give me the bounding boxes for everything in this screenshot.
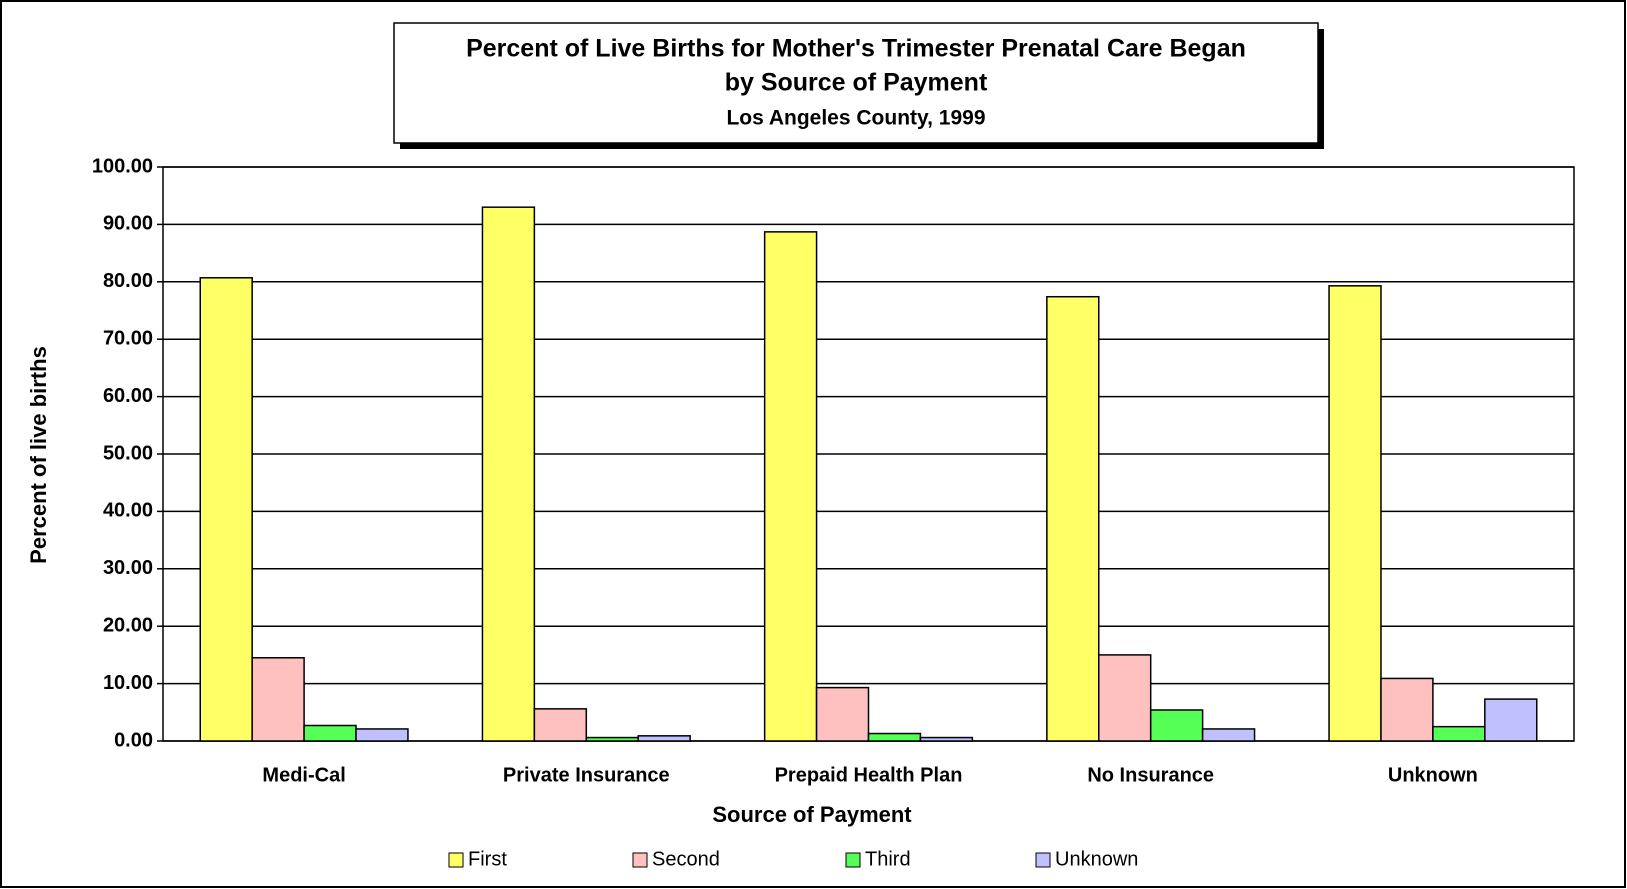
title-box — [393, 22, 1319, 144]
bar — [251, 657, 305, 742]
bar — [1328, 285, 1382, 742]
bar — [533, 708, 588, 742]
bar — [481, 206, 536, 742]
bar — [1201, 728, 1256, 742]
bar — [867, 732, 922, 742]
bar — [303, 724, 357, 742]
x-tick-label: Prepaid Health Plan — [775, 764, 963, 786]
bar — [919, 736, 974, 742]
legend-swatch — [845, 852, 861, 868]
chart-subtitle: Los Angeles County, 1999 — [726, 107, 985, 130]
bar — [199, 277, 253, 742]
y-tick-label: 100.00 — [92, 155, 153, 177]
bar — [355, 728, 409, 742]
legend-swatch — [632, 852, 648, 868]
x-tick-label: No Insurance — [1087, 764, 1214, 786]
x-tick-label: Private Insurance — [503, 764, 670, 786]
legend-label: Second — [652, 848, 720, 870]
y-tick-label: 90.00 — [103, 213, 153, 235]
bar — [637, 735, 691, 742]
bar — [1098, 654, 1152, 742]
legend-swatch — [1035, 852, 1051, 868]
y-tick-label: 40.00 — [103, 500, 153, 522]
bar — [1380, 677, 1434, 742]
y-tick-label: 0.00 — [114, 729, 153, 751]
y-tick-label: 80.00 — [103, 270, 153, 292]
y-tick-label: 50.00 — [103, 442, 153, 464]
legend-label: First — [468, 848, 507, 870]
y-tick-label: 70.00 — [103, 327, 153, 349]
x-tick-label: Unknown — [1388, 764, 1478, 786]
bar — [763, 231, 818, 742]
bar — [1432, 725, 1486, 742]
chart-subtitle: by Source of Payment — [725, 69, 988, 97]
bar — [1484, 698, 1538, 742]
bar — [815, 686, 870, 742]
bar — [1149, 709, 1204, 742]
legend-swatch — [448, 852, 464, 868]
y-tick-label: 20.00 — [103, 614, 153, 636]
bar — [1046, 295, 1100, 742]
x-axis-title: Source of Payment — [712, 802, 912, 827]
bar — [585, 736, 639, 742]
legend-label: Unknown — [1055, 848, 1138, 870]
y-tick-label: 10.00 — [103, 672, 153, 694]
x-tick-label: Medi-Cal — [262, 764, 345, 786]
y-tick-label: 30.00 — [103, 557, 153, 579]
chart-title: Percent of Live Births for Mother's Trim… — [466, 35, 1246, 63]
legend-label: Third — [865, 848, 911, 870]
y-axis-title: Percent of live births — [26, 346, 51, 564]
y-tick-label: 60.00 — [103, 385, 153, 407]
